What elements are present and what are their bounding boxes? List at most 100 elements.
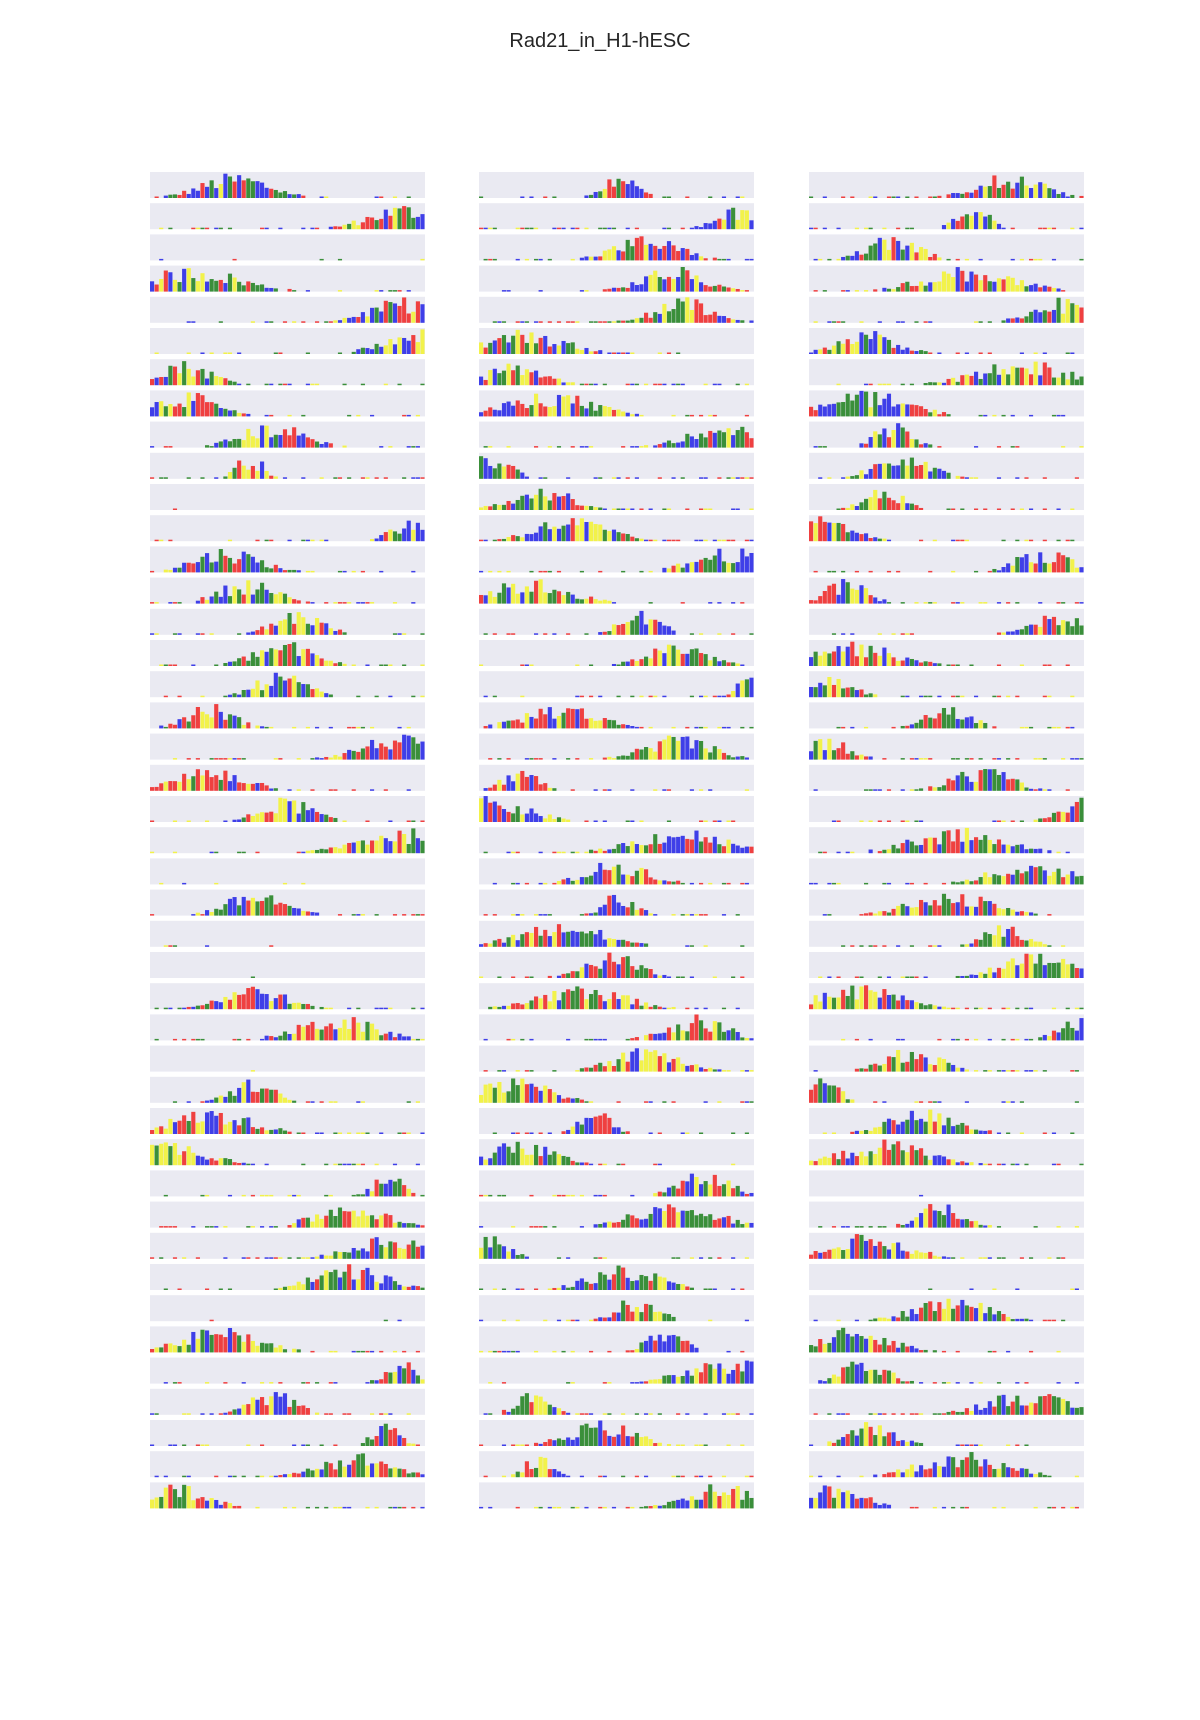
logo-bar xyxy=(237,1505,242,1509)
logo-bar xyxy=(616,844,621,854)
logo-bar xyxy=(205,1003,210,1010)
logo-bar xyxy=(1001,1394,1006,1415)
logo-bar xyxy=(479,1444,484,1446)
logo-bar xyxy=(616,1265,621,1290)
logo-bar xyxy=(699,726,704,729)
logo-bar xyxy=(873,331,878,354)
logo-bar xyxy=(928,1288,933,1290)
logo-bar xyxy=(964,374,969,386)
logo-bar xyxy=(827,738,832,760)
logo-bar xyxy=(534,914,539,916)
logo-bar xyxy=(415,1350,420,1353)
logo-bar xyxy=(374,1179,379,1197)
logo-bar xyxy=(182,1115,187,1134)
logo-bar xyxy=(914,439,919,448)
logo-bar xyxy=(653,1005,658,1010)
logo-bar xyxy=(342,1019,347,1041)
logo-bar xyxy=(260,461,265,479)
logo-bar xyxy=(854,290,859,292)
logo-bar xyxy=(951,1410,956,1415)
logo-bar xyxy=(859,321,864,323)
logo-bar xyxy=(561,712,566,729)
logo-bar xyxy=(694,299,699,323)
logo-bar xyxy=(809,352,814,354)
logo-bar xyxy=(822,591,827,604)
logo-bar xyxy=(813,1084,818,1103)
logo-bar xyxy=(205,1330,210,1353)
logo-bar xyxy=(1010,227,1015,230)
logo-bar xyxy=(205,445,210,448)
logo-bar xyxy=(186,1475,191,1478)
logo-bar xyxy=(625,477,630,479)
logo-bar xyxy=(891,1372,896,1384)
logo-bar xyxy=(579,505,584,510)
logo-bar xyxy=(383,1372,388,1384)
logo-bar xyxy=(850,633,855,635)
logo-bar xyxy=(992,972,997,978)
logo-bar xyxy=(333,630,338,635)
logo-bar xyxy=(556,528,562,542)
logo-bar xyxy=(411,477,416,479)
logo-panel xyxy=(479,1295,754,1322)
logo-bar xyxy=(831,997,837,1010)
logo-bar xyxy=(264,726,269,729)
logo-bar xyxy=(909,1345,914,1353)
logo-bar xyxy=(818,655,823,666)
logo-bar xyxy=(269,895,274,916)
logo-bar xyxy=(488,1083,493,1103)
logo-bar xyxy=(250,1226,255,1228)
logo-bar xyxy=(524,258,529,261)
logo-bar xyxy=(602,904,607,916)
logo-bar xyxy=(232,467,237,479)
logo-bar xyxy=(182,190,187,198)
logo-bar xyxy=(831,570,837,573)
logo-bar xyxy=(703,223,708,230)
logo-bar xyxy=(1015,844,1020,854)
logo-bar xyxy=(186,1486,191,1509)
logo-bar xyxy=(415,838,420,854)
logo-bar xyxy=(365,316,370,323)
logo-bar xyxy=(685,1031,690,1041)
logo-bar xyxy=(717,1069,722,1072)
logo-bar xyxy=(1061,290,1066,292)
logo-bar xyxy=(877,1374,882,1384)
logo-bar xyxy=(383,477,388,479)
logo-bar xyxy=(172,194,178,198)
logo-panel xyxy=(479,702,754,729)
logo-panel xyxy=(809,764,1084,791)
logo-bar xyxy=(195,1155,200,1166)
logo-bar xyxy=(818,851,823,854)
logo-bar xyxy=(928,471,933,479)
logo-bar xyxy=(205,714,210,729)
logo-bar xyxy=(292,1285,297,1290)
panel-background xyxy=(479,1232,754,1259)
logo-bar xyxy=(1038,1037,1043,1041)
logo-bar xyxy=(964,758,969,760)
logo-bar xyxy=(191,563,196,573)
logo-bar xyxy=(882,1246,887,1259)
logo-bar xyxy=(347,602,352,604)
logo-bar xyxy=(621,874,626,885)
logo-bar xyxy=(928,282,933,292)
logo-bar xyxy=(666,1375,672,1384)
logo-bar xyxy=(150,1444,155,1446)
logo-bar xyxy=(319,622,324,635)
logo-bar xyxy=(579,967,584,978)
logo-bar xyxy=(515,719,520,729)
logo-bar xyxy=(602,227,607,230)
logo-bar xyxy=(598,720,603,729)
logo-bar xyxy=(1001,567,1006,573)
logo-bar xyxy=(648,748,653,760)
logo-bar xyxy=(278,650,283,666)
logo-bar xyxy=(296,1002,301,1010)
logo-bar xyxy=(411,1038,416,1041)
logo-bar xyxy=(1038,312,1043,323)
logo-bar xyxy=(850,1238,855,1259)
logo-bar xyxy=(974,371,979,386)
logo-bar xyxy=(333,1382,338,1384)
logo-bar xyxy=(278,902,283,916)
logo-bar xyxy=(150,1144,155,1166)
logo-bar xyxy=(570,446,575,448)
logo-bar xyxy=(370,840,375,854)
logo-bar xyxy=(182,1007,187,1010)
